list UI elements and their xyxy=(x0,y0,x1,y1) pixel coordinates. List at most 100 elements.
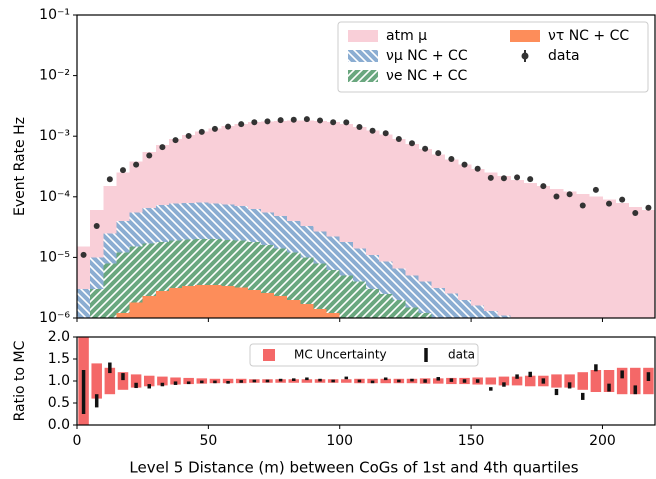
histogram-bar xyxy=(247,209,262,243)
histogram-bar xyxy=(602,342,615,360)
histogram-bar xyxy=(366,289,380,318)
data-point xyxy=(632,210,639,217)
data-point xyxy=(225,123,232,130)
data-point xyxy=(553,193,560,200)
y-tick-label: 10⁻⁴ xyxy=(39,189,70,205)
histogram-bar xyxy=(497,342,510,378)
histogram-bar xyxy=(352,126,367,249)
histogram-bar xyxy=(563,342,576,360)
histogram-bar xyxy=(313,121,327,232)
histogram-bar xyxy=(418,313,432,318)
data-point xyxy=(527,176,534,183)
uncertainty-band xyxy=(104,367,116,395)
histogram-bar xyxy=(353,324,366,328)
histogram-bar xyxy=(471,305,485,318)
y-axis-label: Ratio to MC xyxy=(12,340,28,421)
histogram-bar xyxy=(274,248,288,297)
uncertainty-band xyxy=(485,377,497,385)
histogram-bar xyxy=(628,206,643,318)
histogram-bar xyxy=(155,144,170,206)
data-point xyxy=(317,117,324,124)
x-tick-label: 0 xyxy=(73,433,82,449)
data-point xyxy=(619,196,626,203)
data-point xyxy=(540,183,547,190)
histogram-bar xyxy=(340,318,353,328)
data-point xyxy=(146,152,153,159)
histogram-bar xyxy=(274,216,288,249)
uncertainty-band xyxy=(616,367,628,395)
histogram-bar xyxy=(300,304,314,318)
histogram-bar xyxy=(523,182,538,318)
histogram-bar xyxy=(234,206,249,241)
histogram-bar xyxy=(168,203,183,241)
histogram-bar xyxy=(260,121,275,213)
histogram-bar xyxy=(129,246,143,303)
uncertainty-band xyxy=(564,374,575,388)
histogram-bar xyxy=(116,313,130,318)
y-tick-label: 10⁻¹ xyxy=(39,7,70,23)
data-point xyxy=(566,191,573,198)
histogram-bar xyxy=(247,289,262,318)
histogram-bar xyxy=(142,208,157,244)
data-point xyxy=(369,127,376,134)
y-tick-label: 1.0 xyxy=(48,373,70,389)
histogram-bar xyxy=(195,131,209,203)
histogram-bar xyxy=(168,139,183,204)
histogram-bar xyxy=(287,120,301,221)
histogram-bar xyxy=(392,299,406,318)
histogram-bar xyxy=(405,307,419,318)
data-point xyxy=(356,123,363,130)
legend-swatch xyxy=(348,70,378,82)
histogram-bar xyxy=(615,203,630,318)
data-point xyxy=(303,116,310,123)
data-point xyxy=(422,145,429,152)
histogram-bar xyxy=(510,179,524,318)
data-point xyxy=(211,125,218,132)
uncertainty-band xyxy=(603,370,615,392)
histogram-bar xyxy=(300,257,314,305)
histogram-bar xyxy=(90,289,104,318)
plot-area-top xyxy=(77,116,655,379)
histogram-bar xyxy=(616,342,629,360)
histogram-bar xyxy=(103,186,117,234)
histogram-bar xyxy=(313,309,327,318)
data-point xyxy=(290,116,297,123)
uncertainty-band xyxy=(498,376,510,386)
histogram-bar xyxy=(511,350,524,379)
y-tick-label: 2.0 xyxy=(48,329,70,345)
histogram-bar xyxy=(208,128,222,204)
data-point xyxy=(343,119,350,126)
histogram-bar xyxy=(103,233,117,264)
histogram-bar xyxy=(129,302,143,318)
data-point xyxy=(93,222,100,229)
data-point xyxy=(119,167,126,174)
axes-frame xyxy=(76,14,656,319)
y-tick-label: 1.5 xyxy=(48,351,70,367)
y-tick-label: 10⁻⁶ xyxy=(39,310,70,326)
histogram-bar xyxy=(563,191,577,318)
histogram-bar xyxy=(129,161,143,213)
histogram-bar xyxy=(339,275,354,318)
data-point xyxy=(487,174,494,181)
histogram-bar xyxy=(379,134,393,262)
histogram-bar xyxy=(497,176,511,316)
histogram-bar xyxy=(221,285,235,318)
y-axis-label: Event Rate Hz xyxy=(12,117,28,216)
histogram-bar xyxy=(471,168,485,306)
data-point xyxy=(645,204,652,211)
histogram-bar xyxy=(589,342,602,360)
histogram-bar xyxy=(366,130,380,255)
histogram-bar xyxy=(300,120,314,226)
histogram-bar xyxy=(576,342,589,360)
legend-label: νμ NC + CC xyxy=(386,48,468,64)
histogram-bar xyxy=(142,151,157,209)
histogram-bar xyxy=(168,240,183,289)
histogram-bar xyxy=(129,212,143,247)
histogram-bar xyxy=(537,331,550,349)
histogram-bar xyxy=(208,239,222,286)
uncertainty-band xyxy=(511,376,523,386)
histogram-bar xyxy=(300,225,314,258)
histogram-bar xyxy=(313,263,327,310)
histogram-bar xyxy=(142,243,157,297)
